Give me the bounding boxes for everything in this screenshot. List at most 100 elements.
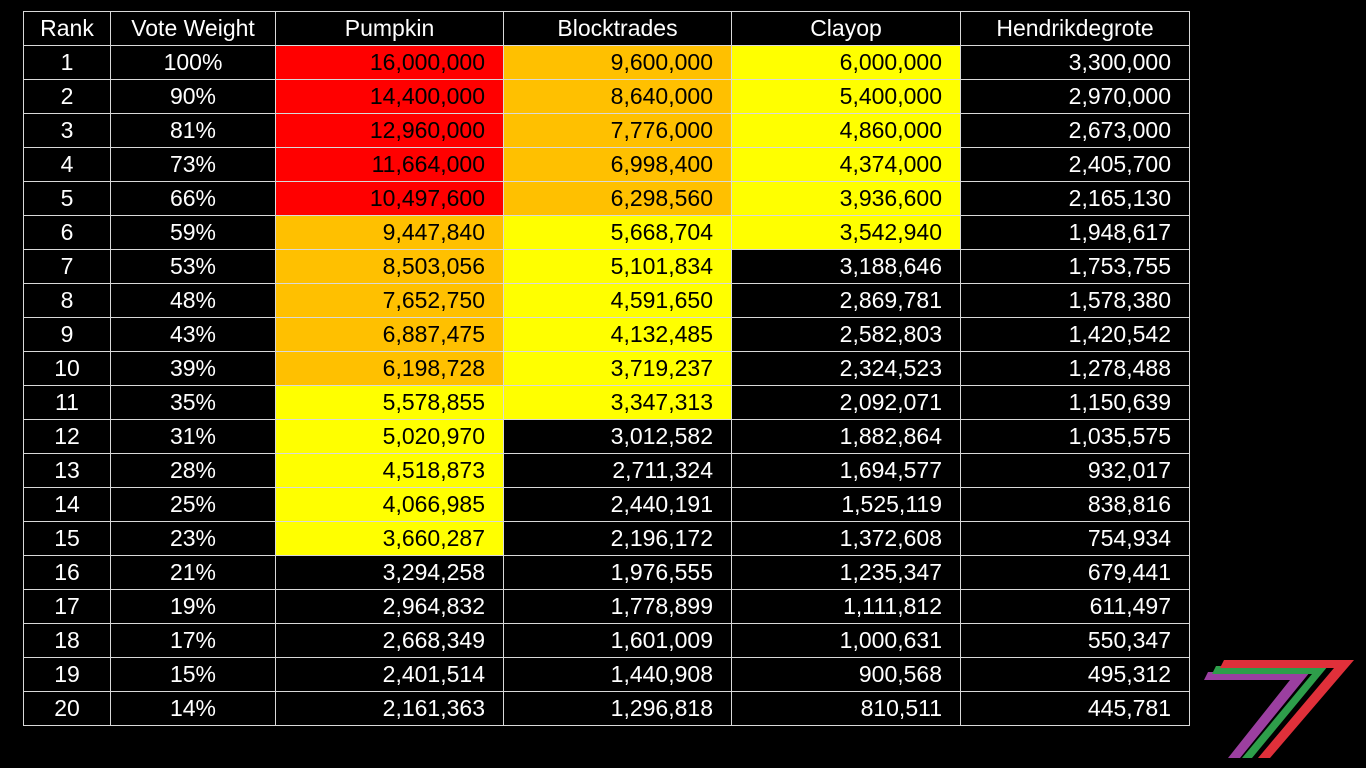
rank-cell: 5 (23, 181, 111, 216)
rank-cell: 17 (23, 589, 111, 624)
pumpkin-value-cell: 16,000,000 (275, 45, 504, 80)
clayop-value-cell: 5,400,000 (731, 79, 961, 114)
blocktrades-value-cell: 9,600,000 (503, 45, 732, 80)
pumpkin-value-cell: 8,503,056 (275, 249, 504, 284)
vote-weight-cell: 15% (110, 657, 276, 692)
rank-cell: 18 (23, 623, 111, 658)
hendrikdegrote-value-cell: 1,420,542 (960, 317, 1190, 352)
vote-weight-cell: 53% (110, 249, 276, 284)
header-row: Rank Vote Weight Pumpkin Blocktrades Cla… (23, 11, 1190, 46)
logo-green-stripe (1212, 666, 1328, 758)
logo-red-stripe (1220, 660, 1354, 758)
rank-cell: 7 (23, 249, 111, 284)
blocktrades-value-cell: 2,711,324 (503, 453, 732, 488)
blocktrades-value-cell: 3,347,313 (503, 385, 732, 420)
table-row: 12 31% 5,020,970 3,012,582 1,882,864 1,035,57… (23, 419, 1190, 454)
blocktrades-value-cell: 1,976,555 (503, 555, 732, 590)
vote-weight-cell: 31% (110, 419, 276, 454)
vote-weight-cell: 19% (110, 589, 276, 624)
pumpkin-value-cell: 11,664,000 (275, 147, 504, 182)
blocktrades-value-cell: 6,298,560 (503, 181, 732, 216)
pumpkin-value-cell: 10,497,600 (275, 181, 504, 216)
clayop-value-cell: 3,542,940 (731, 215, 961, 250)
blocktrades-value-cell: 8,640,000 (503, 79, 732, 114)
clayop-value-cell: 1,882,864 (731, 419, 961, 454)
clayop-value-cell: 1,111,812 (731, 589, 961, 624)
rank-cell: 15 (23, 521, 111, 556)
rank-cell: 16 (23, 555, 111, 590)
clayop-value-cell: 2,582,803 (731, 317, 961, 352)
vote-weight-cell: 23% (110, 521, 276, 556)
table-row: 14 25% 4,066,985 2,440,191 1,525,119 838,816 (23, 487, 1190, 522)
clayop-value-cell: 2,324,523 (731, 351, 961, 386)
rank-cell: 8 (23, 283, 111, 318)
rank-cell: 10 (23, 351, 111, 386)
blocktrades-value-cell: 5,101,834 (503, 249, 732, 284)
vote-weight-cell: 25% (110, 487, 276, 522)
vote-weight-cell: 17% (110, 623, 276, 658)
table-row: 13 28% 4,518,873 2,711,324 1,694,577 932,017 (23, 453, 1190, 488)
hendrikdegrote-value-cell: 838,816 (960, 487, 1190, 522)
clayop-value-cell: 900,568 (731, 657, 961, 692)
hendrikdegrote-value-cell: 3,300,000 (960, 45, 1190, 80)
table-row: 17 19% 2,964,832 1,778,899 1,111,812 611,497 (23, 589, 1190, 624)
hendrikdegrote-value-cell: 932,017 (960, 453, 1190, 488)
clayop-value-cell: 1,525,119 (731, 487, 961, 522)
clayop-value-cell: 1,372,608 (731, 521, 961, 556)
rank-cell: 12 (23, 419, 111, 454)
table-row: 1 100% 16,000,000 9,600,000 6,000,000 3,300,0… (23, 45, 1190, 80)
table-body: 1 100% 16,000,000 9,600,000 6,000,000 3,300,0… (23, 45, 1190, 726)
vote-weight-cell: 35% (110, 385, 276, 420)
table-row: 5 66% 10,497,600 6,298,560 3,936,600 2,165,13… (23, 181, 1190, 216)
blocktrades-value-cell: 7,776,000 (503, 113, 732, 148)
logo-purple-stripe (1204, 672, 1310, 758)
blocktrades-value-cell: 3,012,582 (503, 419, 732, 454)
pumpkin-value-cell: 2,161,363 (275, 691, 504, 726)
vote-weight-cell: 48% (110, 283, 276, 318)
clayop-value-cell: 4,860,000 (731, 113, 961, 148)
header-vote-weight: Vote Weight (110, 11, 276, 46)
table-row: 6 59% 9,447,840 5,668,704 3,542,940 1,948,617 (23, 215, 1190, 250)
hendrikdegrote-value-cell: 1,948,617 (960, 215, 1190, 250)
vote-weight-cell: 59% (110, 215, 276, 250)
header-rank: Rank (23, 11, 111, 46)
blocktrades-value-cell: 1,601,009 (503, 623, 732, 658)
table-row: 7 53% 8,503,056 5,101,834 3,188,646 1,753,755 (23, 249, 1190, 284)
pumpkin-value-cell: 3,294,258 (275, 555, 504, 590)
clayop-value-cell: 2,869,781 (731, 283, 961, 318)
blocktrades-value-cell: 3,719,237 (503, 351, 732, 386)
pumpkin-value-cell: 4,066,985 (275, 487, 504, 522)
clayop-value-cell: 2,092,071 (731, 385, 961, 420)
table-row: 8 48% 7,652,750 4,591,650 2,869,781 1,578,380 (23, 283, 1190, 318)
pumpkin-value-cell: 9,447,840 (275, 215, 504, 250)
table-row: 9 43% 6,887,475 4,132,485 2,582,803 1,420,542 (23, 317, 1190, 352)
hendrikdegrote-value-cell: 2,970,000 (960, 79, 1190, 114)
pumpkin-value-cell: 5,020,970 (275, 419, 504, 454)
rank-cell: 20 (23, 691, 111, 726)
blocktrades-value-cell: 5,668,704 (503, 215, 732, 250)
hendrikdegrote-value-cell: 1,753,755 (960, 249, 1190, 284)
rank-cell: 14 (23, 487, 111, 522)
table-row: 18 17% 2,668,349 1,601,009 1,000,631 550,347 (23, 623, 1190, 658)
pumpkin-value-cell: 4,518,873 (275, 453, 504, 488)
clayop-value-cell: 6,000,000 (731, 45, 961, 80)
vote-weight-cell: 73% (110, 147, 276, 182)
blocktrades-value-cell: 4,132,485 (503, 317, 732, 352)
pumpkin-value-cell: 2,964,832 (275, 589, 504, 624)
vote-weight-cell: 90% (110, 79, 276, 114)
clayop-value-cell: 1,694,577 (731, 453, 961, 488)
vote-weight-cell: 14% (110, 691, 276, 726)
table-row: 16 21% 3,294,258 1,976,555 1,235,347 679,441 (23, 555, 1190, 590)
blocktrades-value-cell: 6,998,400 (503, 147, 732, 182)
rank-cell: 13 (23, 453, 111, 488)
header-blocktrades: Blocktrades (503, 11, 732, 46)
vote-weight-cell: 81% (110, 113, 276, 148)
hendrikdegrote-value-cell: 679,441 (960, 555, 1190, 590)
hendrikdegrote-value-cell: 495,312 (960, 657, 1190, 692)
rank-cell: 4 (23, 147, 111, 182)
hendrikdegrote-value-cell: 445,781 (960, 691, 1190, 726)
hendrikdegrote-value-cell: 754,934 (960, 521, 1190, 556)
pumpkin-value-cell: 6,198,728 (275, 351, 504, 386)
vote-weight-table: Rank Vote Weight Pumpkin Blocktrades Cla… (23, 11, 1190, 726)
rank-cell: 2 (23, 79, 111, 114)
